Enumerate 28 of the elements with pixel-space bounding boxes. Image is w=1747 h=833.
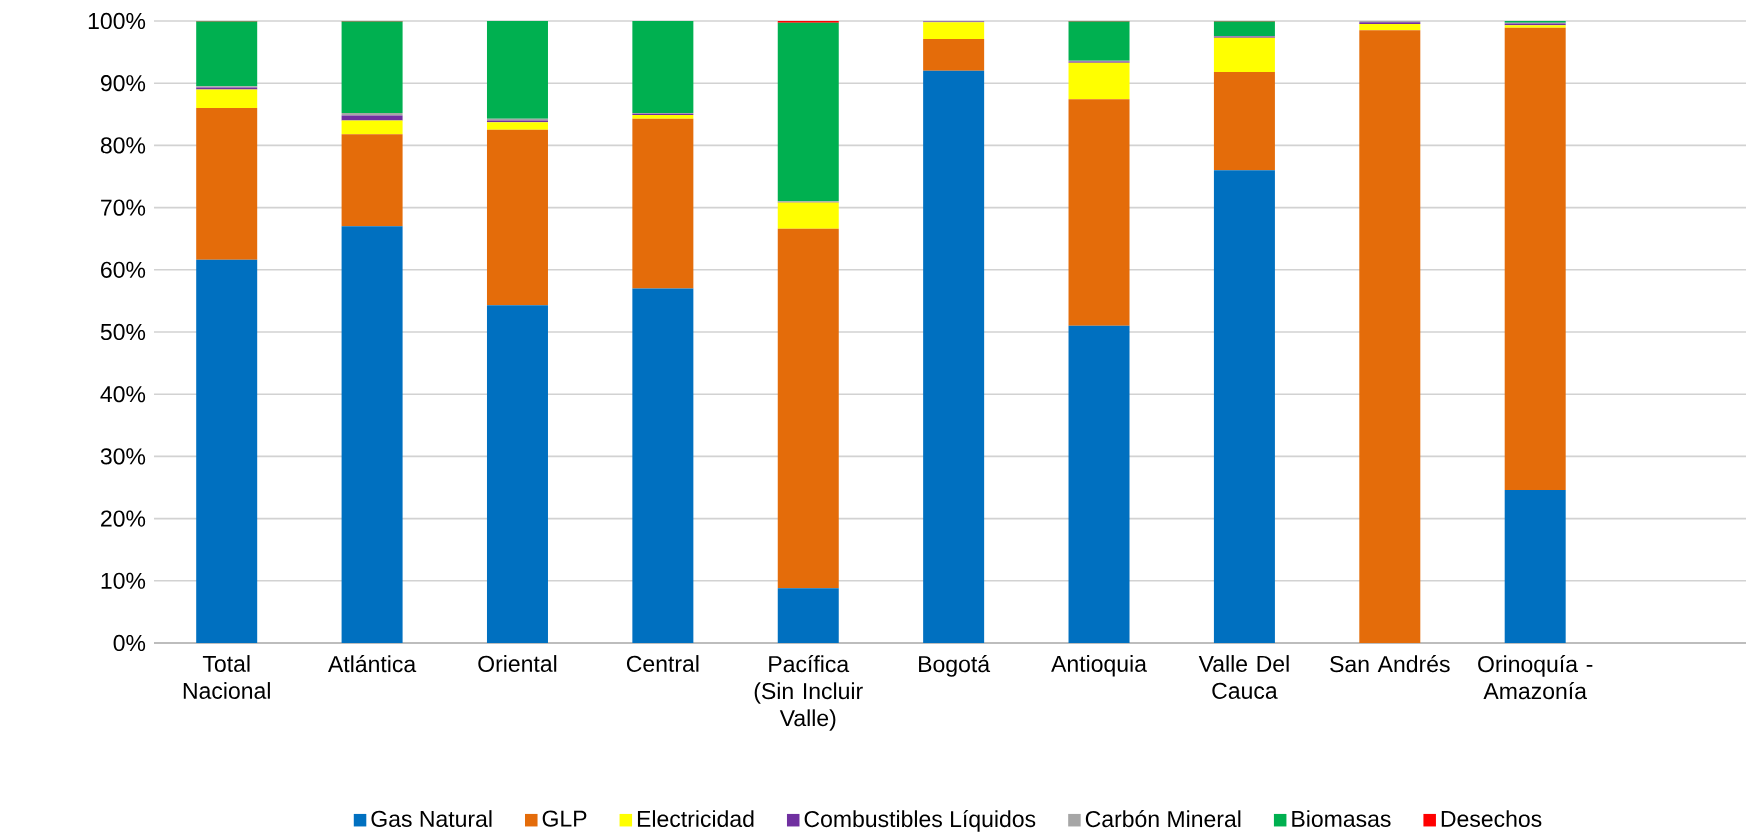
legend-label: Carbón Mineral xyxy=(1085,810,1241,828)
x-tick-label: Orinoquía - Amazonía xyxy=(1478,655,1593,700)
legend-label: Combustibles Líquidos xyxy=(804,810,1036,832)
x-tick-label: Atlántica xyxy=(328,655,417,673)
legend-label: Gas Natural xyxy=(371,810,492,828)
y-tick-label: 50% xyxy=(100,323,146,341)
legend-label: Electricidad xyxy=(637,810,754,828)
x-tick-label: Antioquia xyxy=(1051,655,1147,677)
y-tick-label: 60% xyxy=(101,261,146,278)
x-tick-label: Bogotá xyxy=(919,655,991,677)
y-tick-label: 0% xyxy=(113,634,146,652)
legend-label: Desechos xyxy=(1441,810,1542,828)
x-tick-label: Valle Del Cauca xyxy=(1198,655,1289,699)
x-tick-label: Central xyxy=(626,655,699,672)
y-tick-label: 20% xyxy=(101,510,146,527)
y-tick-label: 10% xyxy=(101,572,146,589)
y-tick-label: 100% xyxy=(88,12,146,30)
legend-label: GLP xyxy=(542,810,587,827)
legend-label: Biomasas xyxy=(1292,810,1391,828)
x-tick-label: Oriental xyxy=(478,655,557,672)
y-tick-label: 40% xyxy=(100,386,146,403)
y-tick-label: 80% xyxy=(100,137,146,154)
x-tick-label: San Andrés xyxy=(1330,655,1450,673)
y-tick-label: 70% xyxy=(101,199,146,216)
x-tick-label: Total Nacional xyxy=(183,655,270,699)
y-tick-label: 90% xyxy=(100,75,146,92)
y-tick-label: 30% xyxy=(100,448,146,465)
x-tick-label: Pacífica (Sin Incluir Valle) xyxy=(754,655,863,731)
